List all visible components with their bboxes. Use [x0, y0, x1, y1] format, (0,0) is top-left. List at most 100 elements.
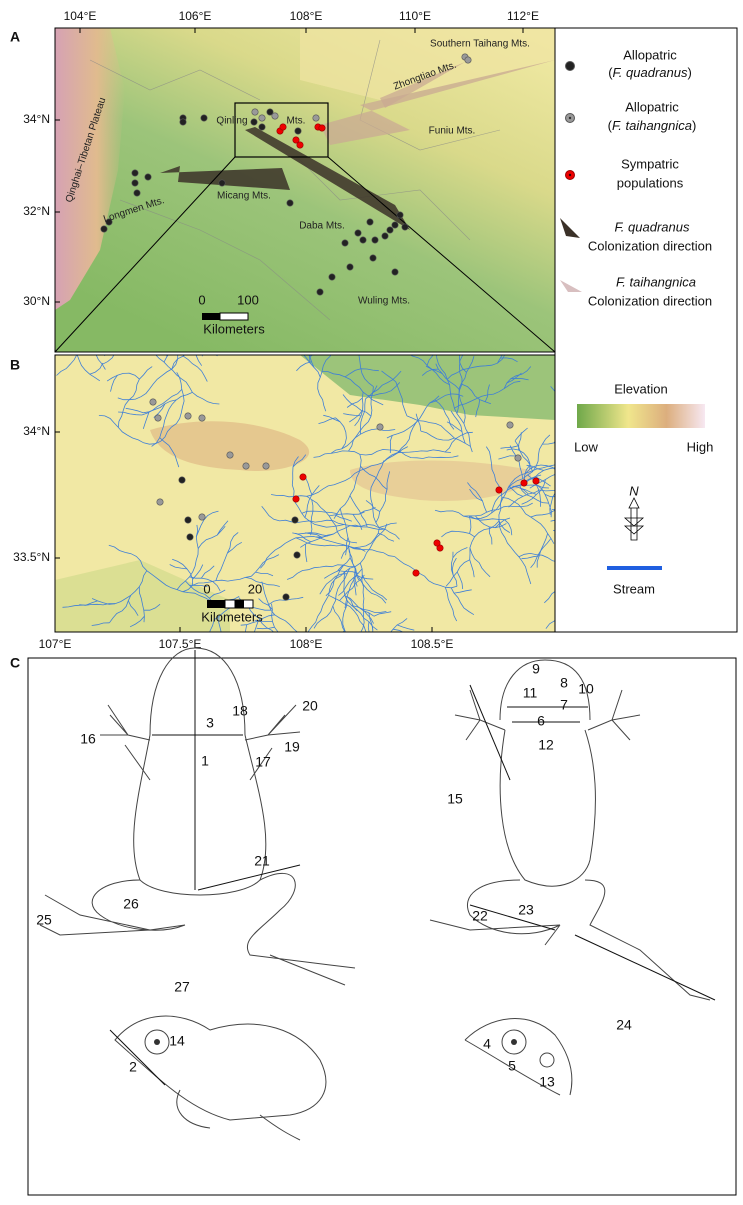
stream [50, 721, 57, 737]
measurement-label: 26 [123, 896, 139, 912]
sample-point [313, 115, 319, 121]
stream [603, 467, 607, 502]
sample-point [155, 415, 161, 421]
stream [590, 474, 600, 508]
y-tick-label: 32°N [23, 204, 50, 218]
sample-point [134, 190, 140, 196]
sample-point [367, 219, 373, 225]
stream [51, 738, 66, 748]
stream [579, 497, 595, 506]
sample-point [295, 128, 301, 134]
sample-point [227, 452, 233, 458]
stream [365, 638, 374, 654]
sample-point [521, 480, 527, 486]
frog-drawings [40, 648, 715, 1140]
sample-point [132, 180, 138, 186]
panel-label: B [10, 357, 20, 373]
sample-point [515, 455, 521, 461]
sample-point [347, 264, 353, 270]
map-a [55, 28, 555, 352]
measurement-label: 24 [616, 1017, 632, 1033]
sample-point [150, 399, 156, 405]
sample-point [287, 200, 293, 206]
x-tick-label: 112°E [507, 9, 539, 23]
measurement-label: 11 [523, 685, 538, 701]
sample-point [263, 463, 269, 469]
sample-point [507, 422, 513, 428]
stream [588, 533, 621, 545]
scale-label: 0 [203, 581, 210, 596]
stream [589, 467, 607, 468]
measurement-label: 16 [80, 731, 96, 747]
stream [609, 531, 622, 544]
sample-point [252, 109, 258, 115]
measurement-label: 6 [537, 713, 545, 729]
sample-point [187, 534, 193, 540]
stream [48, 703, 52, 738]
measurement-label: 12 [538, 737, 554, 753]
sample-point [293, 496, 299, 502]
sample-point [259, 124, 265, 130]
stream [567, 477, 570, 495]
panel-label: C [10, 655, 20, 671]
stream [557, 590, 576, 656]
measurement-label: 2 [129, 1059, 137, 1075]
measurement-label: 3 [206, 715, 214, 731]
legend-text: Colonization direction [588, 293, 712, 308]
stream [561, 494, 570, 510]
sample-point [185, 517, 191, 523]
place-label: Micang Mts. [217, 191, 271, 202]
stream [555, 468, 608, 512]
sample-point [319, 125, 325, 131]
measurement-label: 25 [36, 912, 52, 928]
sample-point [292, 517, 298, 523]
stream [582, 486, 613, 544]
stream [580, 561, 597, 565]
sample-point [392, 222, 398, 228]
sample-point [201, 115, 207, 121]
sample-point [382, 233, 388, 239]
place-label: Mts. [287, 116, 306, 127]
stream [39, 710, 56, 715]
sample-point [145, 174, 151, 180]
legend-text: Sympatric [621, 156, 679, 171]
sample-point [219, 180, 225, 186]
panel-label: A [10, 29, 20, 45]
place-label: Southern Taihang Mts. [430, 39, 530, 50]
sample-point [355, 230, 361, 236]
stream [572, 467, 589, 495]
place-label: Daba Mts. [299, 221, 345, 232]
y-tick-label: 33.5°N [13, 550, 50, 564]
sample-point [342, 240, 348, 246]
legend-text: Low [574, 439, 598, 454]
stream [598, 525, 609, 539]
stream [612, 515, 626, 527]
sample-point [272, 113, 278, 119]
sample-point [317, 289, 323, 295]
measurement-label: 20 [302, 698, 318, 714]
legend-text: F. taihangnica [612, 118, 692, 133]
measurement-label: 27 [174, 979, 190, 995]
sample-point [329, 274, 335, 280]
stream [61, 713, 66, 748]
stream [363, 662, 373, 677]
scale-label: 0 [198, 292, 205, 307]
stream [559, 509, 577, 512]
place-label: Funiu Mts. [429, 126, 476, 137]
x-tick-label: 104°E [64, 9, 97, 23]
scale-label: 100 [237, 292, 259, 307]
measurement-label: 14 [169, 1033, 185, 1049]
sample-point [101, 226, 107, 232]
x-tick-label: 108°E [290, 9, 323, 23]
place-label: Wuling Mts. [358, 296, 410, 307]
measurement-label: 18 [232, 703, 248, 719]
stream [59, 717, 70, 751]
legend-text: Allopatric [625, 99, 679, 114]
measurement-label: 7 [560, 697, 568, 713]
stream [44, 710, 61, 717]
sample-point [413, 570, 419, 576]
sample-point [533, 478, 539, 484]
stream [45, 669, 93, 722]
sample-point [251, 119, 257, 125]
